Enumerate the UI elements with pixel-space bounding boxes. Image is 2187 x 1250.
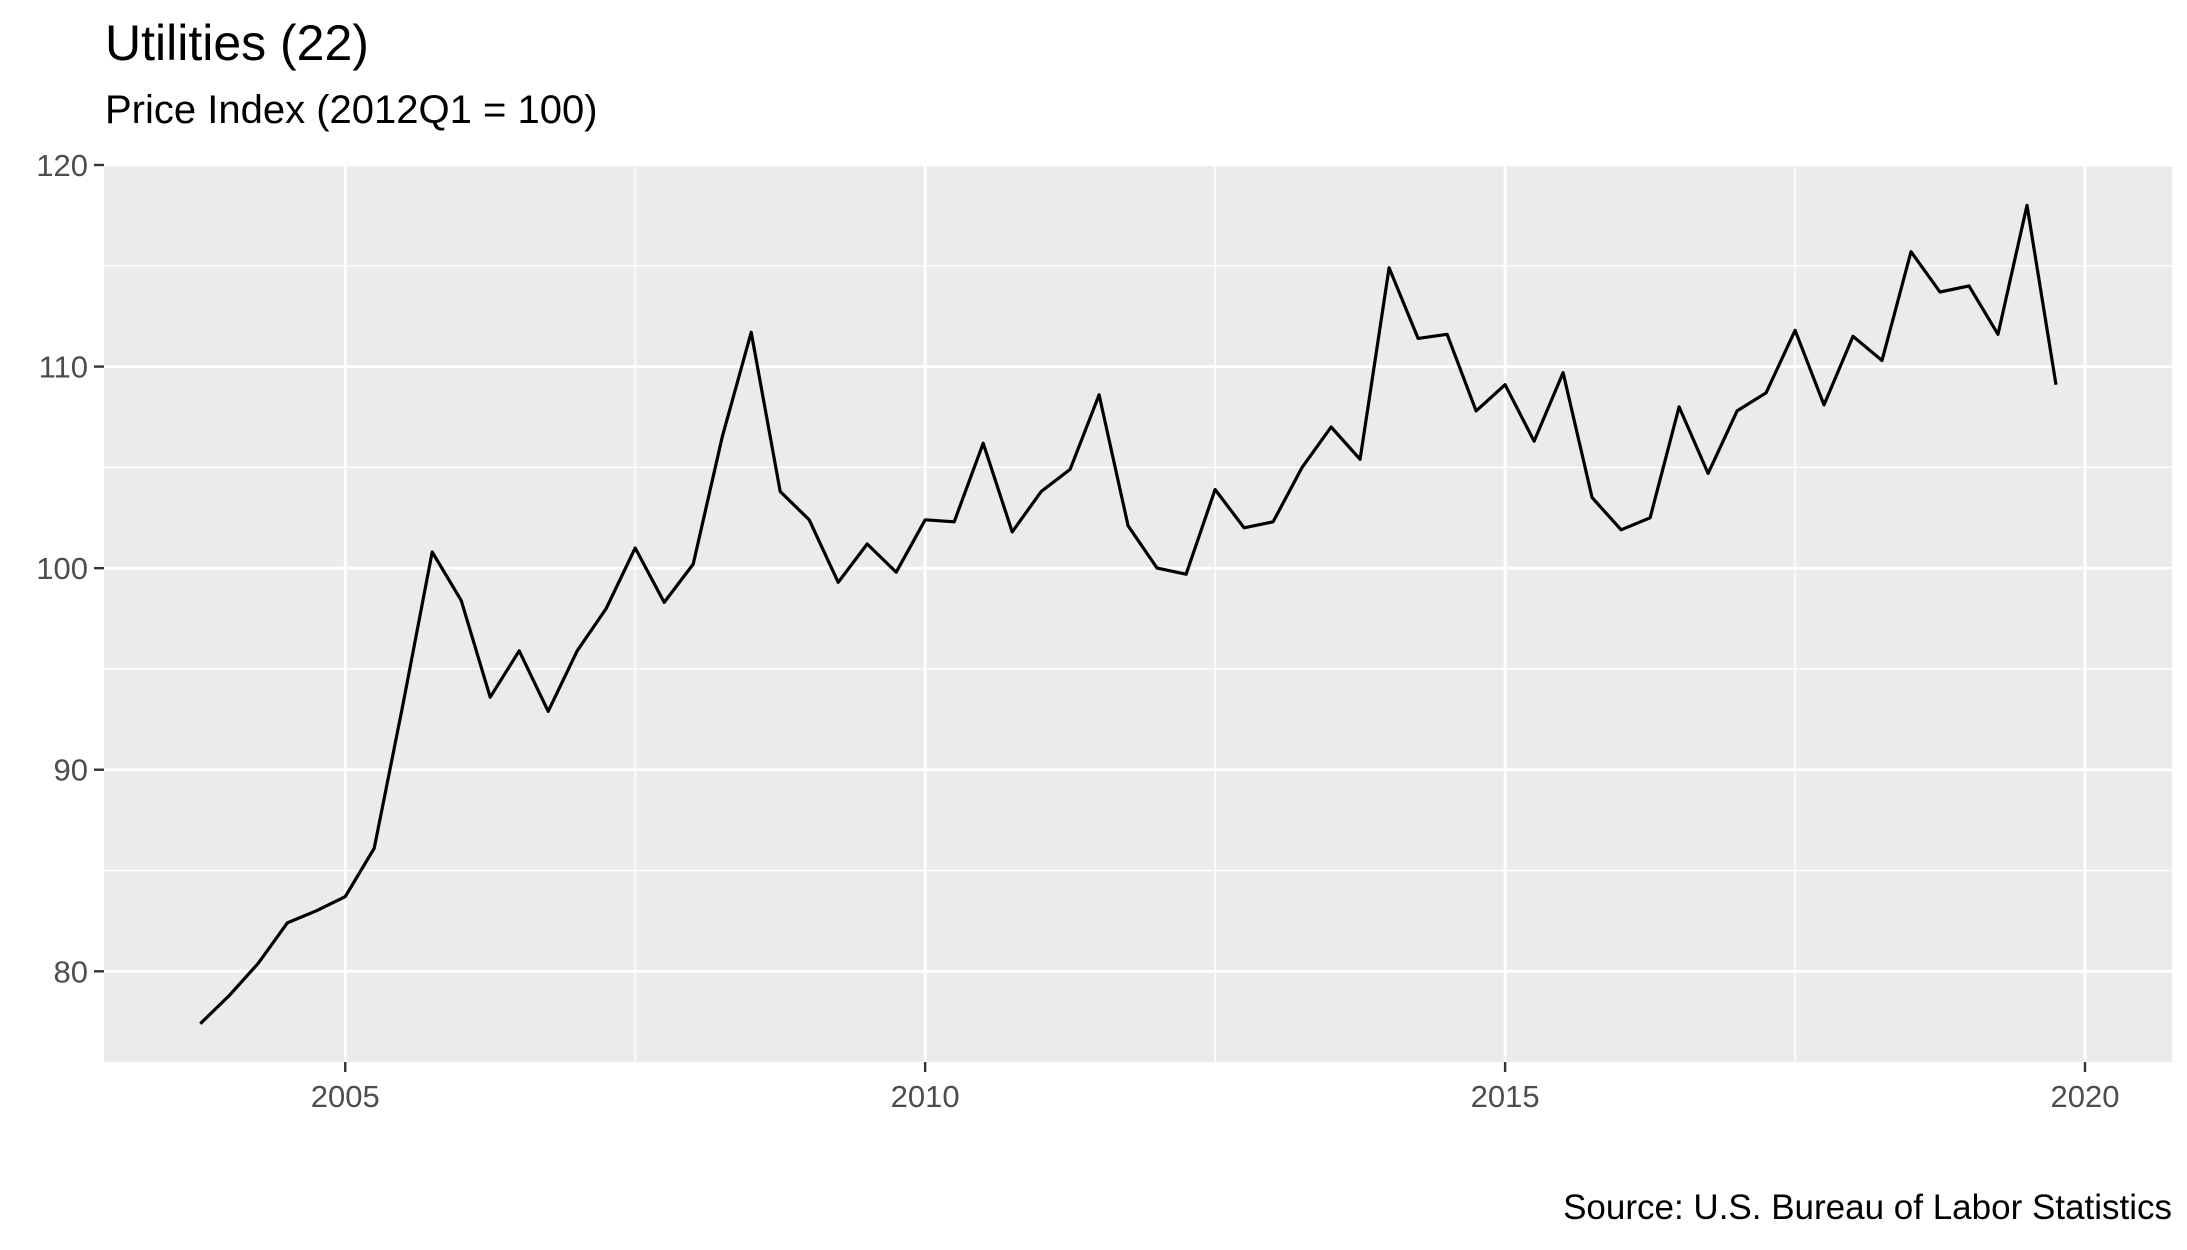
y-tick-label: 120 xyxy=(36,148,88,183)
plot-panel xyxy=(104,165,2172,1062)
axis-ticks xyxy=(94,163,2087,1072)
axis-tick-labels: 2005 2010 2015 2020 80 90 100 110 120 xyxy=(36,148,2119,1114)
major-gridlines xyxy=(104,163,2172,1062)
x-tick-label: 2010 xyxy=(891,1079,960,1114)
chart-subtitle: Price Index (2012Q1 = 100) xyxy=(105,88,598,132)
series-line xyxy=(199,203,2058,1025)
y-tick-label: 80 xyxy=(54,954,88,989)
x-tick-label: 2015 xyxy=(1471,1079,1540,1114)
x-tick-label: 2005 xyxy=(311,1079,380,1114)
y-tick-label: 100 xyxy=(36,551,88,586)
source-caption: Source: U.S. Bureau of Labor Statistics xyxy=(1563,1188,2172,1227)
x-tick-label: 2020 xyxy=(2051,1079,2120,1114)
minor-gridlines xyxy=(104,165,2172,1062)
chart-title: Utilities (22) xyxy=(105,15,369,71)
y-tick-label: 110 xyxy=(39,350,88,385)
y-tick-label: 90 xyxy=(54,753,88,788)
